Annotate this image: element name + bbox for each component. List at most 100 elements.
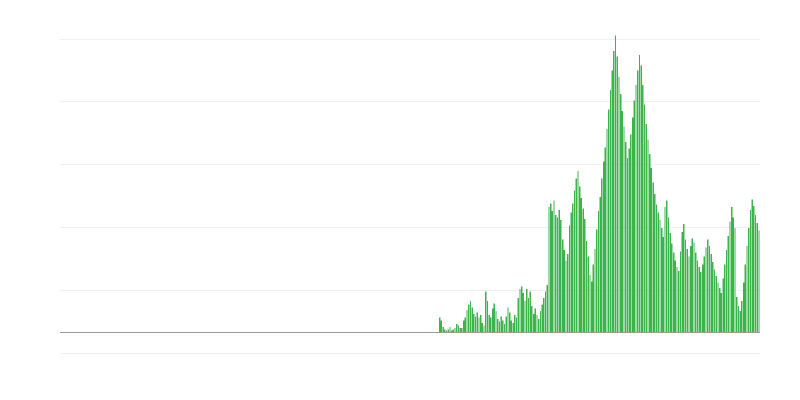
bar[interactable]	[606, 129, 608, 332]
bar[interactable]	[742, 282, 745, 332]
bar[interactable]	[587, 256, 589, 332]
bar[interactable]	[667, 217, 670, 332]
bar[interactable]	[597, 211, 600, 332]
bar[interactable]	[457, 325, 460, 333]
bar[interactable]	[568, 225, 571, 332]
bar[interactable]	[676, 267, 678, 332]
bar[interactable]	[573, 190, 576, 332]
bar[interactable]	[710, 254, 712, 332]
bar[interactable]	[561, 239, 564, 332]
bar[interactable]	[565, 260, 567, 333]
bar[interactable]	[700, 272, 702, 332]
bar[interactable]	[473, 313, 475, 332]
bar[interactable]	[748, 228, 750, 332]
bar[interactable]	[466, 309, 468, 332]
bar[interactable]	[558, 209, 560, 332]
bar[interactable]	[468, 304, 470, 332]
bar[interactable]	[727, 235, 729, 332]
bar[interactable]	[678, 270, 680, 332]
bar[interactable]	[556, 217, 559, 332]
bar[interactable]	[543, 298, 545, 332]
bar[interactable]	[594, 248, 596, 332]
bar[interactable]	[730, 207, 733, 332]
bar[interactable]	[722, 278, 724, 332]
bar[interactable]	[555, 215, 557, 332]
bar[interactable]	[719, 287, 721, 332]
bar[interactable]	[686, 248, 688, 332]
bar[interactable]	[652, 182, 654, 333]
bar[interactable]	[650, 168, 653, 332]
bar[interactable]	[447, 329, 449, 332]
bar[interactable]	[550, 203, 552, 332]
bar[interactable]	[712, 261, 714, 332]
bar[interactable]	[701, 264, 704, 332]
bar[interactable]	[754, 215, 757, 332]
bar[interactable]	[570, 212, 572, 332]
bar[interactable]	[705, 247, 707, 333]
bar[interactable]	[450, 330, 453, 332]
bar[interactable]	[638, 55, 641, 332]
bar[interactable]	[526, 289, 528, 332]
bar[interactable]	[672, 252, 675, 332]
bar[interactable]	[485, 291, 487, 332]
bar[interactable]	[717, 282, 719, 332]
bar[interactable]	[572, 203, 574, 332]
bar[interactable]	[461, 328, 463, 332]
bar[interactable]	[442, 326, 444, 332]
bar[interactable]	[505, 316, 507, 332]
bar[interactable]	[579, 186, 581, 332]
bar[interactable]	[640, 65, 642, 333]
bar[interactable]	[538, 319, 540, 332]
bar[interactable]	[695, 252, 697, 332]
bar[interactable]	[671, 243, 673, 332]
bar[interactable]	[633, 100, 635, 332]
bar[interactable]	[512, 322, 514, 332]
bar[interactable]	[737, 306, 740, 332]
bar[interactable]	[609, 90, 612, 332]
bar[interactable]	[698, 267, 700, 332]
bar[interactable]	[493, 303, 495, 332]
bar[interactable]	[744, 264, 746, 332]
bar[interactable]	[681, 231, 683, 332]
bar[interactable]	[548, 207, 550, 332]
bar[interactable]	[469, 300, 472, 332]
bar[interactable]	[509, 312, 511, 333]
bar[interactable]	[449, 326, 451, 332]
bar[interactable]	[703, 256, 705, 332]
bar[interactable]	[691, 238, 694, 332]
bar[interactable]	[580, 198, 583, 332]
bar[interactable]	[746, 246, 748, 332]
bar[interactable]	[688, 256, 690, 332]
bar[interactable]	[642, 85, 644, 332]
bar[interactable]	[551, 211, 554, 332]
bar[interactable]	[608, 109, 610, 332]
bar[interactable]	[679, 251, 682, 332]
bar[interactable]	[739, 311, 741, 332]
bar[interactable]	[645, 124, 647, 332]
bar[interactable]	[498, 321, 501, 332]
bar[interactable]	[684, 239, 687, 332]
bar[interactable]	[611, 70, 613, 332]
bar[interactable]	[693, 242, 695, 332]
bar[interactable]	[439, 317, 441, 332]
bar[interactable]	[440, 320, 443, 332]
bar[interactable]	[503, 324, 506, 332]
bar[interactable]	[584, 218, 586, 332]
bar[interactable]	[454, 328, 456, 332]
bar[interactable]	[471, 307, 473, 332]
bar[interactable]	[758, 230, 760, 332]
bar[interactable]	[725, 250, 728, 332]
bar[interactable]	[544, 291, 547, 332]
bar[interactable]	[657, 212, 659, 332]
bar[interactable]	[452, 329, 455, 332]
bar[interactable]	[486, 300, 489, 332]
bar[interactable]	[604, 147, 606, 332]
bar[interactable]	[602, 161, 605, 332]
bar[interactable]	[524, 300, 526, 332]
bar[interactable]	[659, 220, 661, 332]
bar[interactable]	[601, 178, 603, 332]
bar[interactable]	[476, 312, 478, 333]
bar[interactable]	[519, 289, 521, 332]
bar[interactable]	[664, 207, 666, 332]
bar[interactable]	[577, 170, 579, 332]
